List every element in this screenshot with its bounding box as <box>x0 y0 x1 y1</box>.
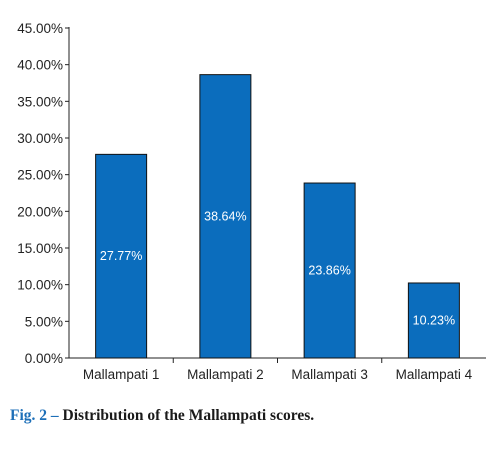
caption-text: Distribution of the Mallampati scores. <box>62 407 315 424</box>
bar-3 <box>303 182 356 359</box>
y-tick-label: 30.00% <box>17 131 63 146</box>
data-label-3: 23.86% <box>308 264 350 278</box>
bar-4 <box>407 282 460 359</box>
y-tick-label: 15.00% <box>17 241 63 256</box>
bars <box>95 74 460 359</box>
y-tick-label: 10.00% <box>17 278 63 293</box>
y-tick-label: 5.00% <box>25 314 63 329</box>
data-labels: 27.77% 38.64% 23.86% 10.23% <box>100 209 455 327</box>
y-tick-labels: 0.00% 5.00% 10.00% 15.00% 20.00% 25.00% 30.00%… <box>17 21 63 366</box>
data-label-2: 38.64% <box>204 209 246 223</box>
y-tick-label: 25.00% <box>17 168 63 183</box>
x-tick-labels: Mallampati 1 Mallampati 2 Mallampati 3 Mall… <box>83 367 473 382</box>
data-label-4: 10.23% <box>413 313 455 327</box>
y-tick-label: 0.00% <box>25 351 63 366</box>
bar-chart: 0.00% 5.00% 10.00% 15.00% 20.00% 25.00% 30.00%… <box>17 21 486 382</box>
data-label-1: 27.77% <box>100 249 142 263</box>
bar-1 <box>95 153 148 359</box>
y-tick-label: 20.00% <box>17 204 63 219</box>
x-tick-label: Mallampati 3 <box>291 367 368 382</box>
y-tick-label: 35.00% <box>17 94 63 109</box>
x-tick-label: Mallampati 1 <box>83 367 160 382</box>
x-tick-label: Mallampati 2 <box>187 367 264 382</box>
x-tick-label: Mallampati 4 <box>396 367 473 382</box>
y-tick-label: 45.00% <box>17 21 63 36</box>
figure-caption: Fig. 2 – Distribution of the Mallampati … <box>10 407 314 425</box>
bar-2 <box>199 74 252 359</box>
y-tick-label: 40.00% <box>17 58 63 73</box>
caption-figure-number: Fig. 2 – <box>10 407 59 424</box>
